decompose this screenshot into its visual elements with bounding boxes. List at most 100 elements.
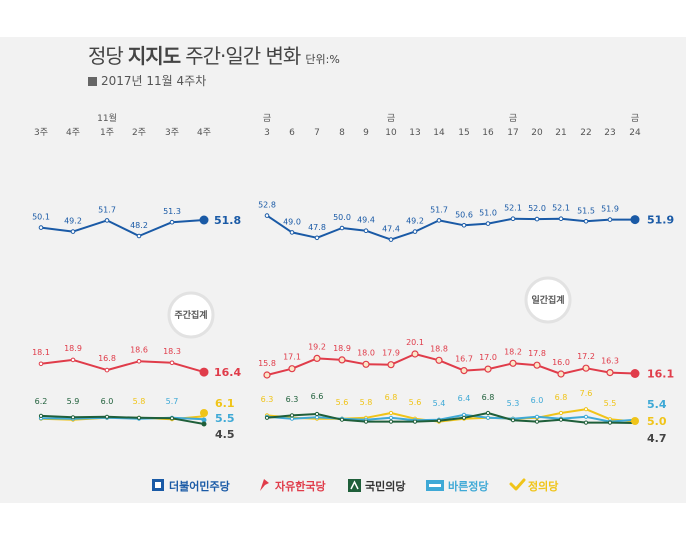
point-gukmin-daily xyxy=(289,413,295,418)
point-minjoo-daily xyxy=(412,229,418,234)
data-label-minjoo-daily: 49.2 xyxy=(406,217,424,226)
point-jayu-daily xyxy=(606,369,614,377)
weekly-badge-circle xyxy=(167,291,215,339)
final-label-bareun-weekly: 5.5 xyxy=(215,412,235,425)
point-jayu-weekly xyxy=(104,367,110,373)
data-label-minjoo-daily: 47.4 xyxy=(382,225,400,234)
data-label-small-daily: 5.6 xyxy=(409,398,422,407)
point-jayu-daily xyxy=(435,356,443,364)
point-minjoo-daily xyxy=(510,216,516,221)
data-label-jayu-daily: 16.7 xyxy=(455,355,473,364)
series-line-bareun-daily xyxy=(266,413,636,423)
data-label-minjoo-daily: 51.0 xyxy=(479,209,497,218)
point-jayu-daily xyxy=(557,370,565,378)
gukmin-logo-mark xyxy=(350,480,359,490)
final-label-gukmin-daily: 4.7 xyxy=(647,432,667,445)
data-label-small-daily: 6.0 xyxy=(531,396,544,405)
data-label-jayu-daily: 16.1 xyxy=(647,368,674,381)
point-minjoo-daily xyxy=(583,219,589,224)
end-point-jeongui-weekly xyxy=(200,409,208,417)
point-gukmin-daily xyxy=(314,411,320,417)
title-bold: 지지도 xyxy=(127,44,181,68)
point-jayu-weekly xyxy=(38,361,44,367)
point-gukmin-daily xyxy=(485,410,491,416)
series-line-minjoo-weekly xyxy=(40,219,205,237)
point-gukmin-daily xyxy=(412,419,418,424)
data-label-small-daily: 5.8 xyxy=(360,398,373,407)
end-point-bareun-weekly xyxy=(201,417,207,423)
data-label-jayu-daily: 17.9 xyxy=(382,349,400,358)
data-label-minjoo-weekly: 49.2 xyxy=(64,217,82,226)
point-minjoo-daily xyxy=(363,228,369,233)
data-label-small-daily: 6.4 xyxy=(458,394,471,403)
daily-tick-label-top: 금 xyxy=(631,113,639,124)
data-label-jayu-daily: 18.8 xyxy=(430,344,448,353)
data-label-small-daily: 7.6 xyxy=(580,389,593,398)
daily-tick-label: 23 xyxy=(604,128,615,138)
point-bareun-daily xyxy=(289,416,295,421)
data-label-small-daily: 5.3 xyxy=(507,399,520,408)
data-label-minjoo-daily: 49.0 xyxy=(283,217,301,226)
data-label-minjoo-weekly: 48.2 xyxy=(130,221,148,230)
daily-tick-label: 16 xyxy=(482,128,494,138)
data-label-jayu-daily: 17.1 xyxy=(283,353,301,362)
point-minjoo-weekly xyxy=(70,229,76,234)
data-label-minjoo-daily: 51.5 xyxy=(577,206,595,215)
data-label-minjoo-weekly: 51.7 xyxy=(98,205,116,214)
point-minjoo-daily xyxy=(534,216,540,222)
point-gukmin-daily xyxy=(534,419,540,424)
legend-label: 정의당 xyxy=(528,479,558,493)
legend-label: 바른정당 xyxy=(448,479,488,493)
data-label-minjoo-daily: 50.6 xyxy=(455,210,473,219)
data-label-minjoo-daily: 47.8 xyxy=(308,223,326,232)
point-jeongui-daily xyxy=(558,410,564,416)
page-title: 정당 지지도 주간·일간 변화 단위:% xyxy=(88,40,340,69)
end-point-jayu-daily xyxy=(630,369,640,378)
point-gukmin-daily xyxy=(583,420,589,425)
data-label-small-weekly: 5.9 xyxy=(67,397,80,406)
minjoo-logo-icon xyxy=(152,479,164,491)
end-point-jeongui-daily xyxy=(631,417,639,425)
data-label-jayu-daily: 19.2 xyxy=(308,342,326,351)
daily-tick-label: 9 xyxy=(363,128,369,138)
series-line-jayu-weekly xyxy=(40,358,205,374)
end-point-minjoo-daily xyxy=(630,215,640,225)
point-minjoo-daily xyxy=(436,218,442,223)
point-bareun-daily xyxy=(534,414,540,419)
data-label-small-weekly: 5.7 xyxy=(166,397,179,406)
data-label-jayu-daily: 17.2 xyxy=(577,352,595,361)
weekly-tick-label: 3주 xyxy=(165,127,179,138)
point-gukmin-daily xyxy=(339,417,345,422)
point-minjoo-daily xyxy=(289,230,295,235)
point-jayu-weekly xyxy=(136,359,142,364)
point-bareun-daily xyxy=(583,414,589,419)
data-label-minjoo-daily: 52.1 xyxy=(504,204,522,213)
point-jayu-daily xyxy=(263,371,271,379)
legend-label: 국민의당 xyxy=(365,479,405,493)
daily-tick-label-top: 금 xyxy=(387,113,395,124)
data-label-small-daily: 6.8 xyxy=(482,393,495,402)
unit-label: 단위:% xyxy=(305,53,340,66)
daily-tick-label: 20 xyxy=(531,128,543,138)
point-jayu-daily xyxy=(288,365,296,373)
daily-tick-label: 7 xyxy=(314,128,320,138)
subtitle-text: 2017년 11월 4주차 xyxy=(101,74,207,88)
end-point-jayu-weekly xyxy=(199,367,209,377)
data-label-jayu-daily: 20.1 xyxy=(406,338,424,347)
series-line-jayu-daily xyxy=(266,353,636,376)
daily-badge: 일간집계 xyxy=(531,294,564,306)
data-label-small-daily: 5.4 xyxy=(433,399,446,408)
data-label-jayu-daily: 17.8 xyxy=(528,349,546,358)
data-label-small-daily: 6.3 xyxy=(261,395,274,404)
final-label-jeongui-daily: 5.0 xyxy=(647,415,667,428)
data-label-jayu-daily: 18.0 xyxy=(357,348,375,357)
data-label-jayu-weekly: 18.3 xyxy=(163,347,181,356)
data-label-jayu-weekly: 18.6 xyxy=(130,345,148,354)
data-label-minjoo-daily: 52.0 xyxy=(528,204,546,213)
check-logo-shape xyxy=(509,478,526,491)
end-point-gukmin-weekly xyxy=(201,421,207,427)
point-gukmin-weekly xyxy=(70,415,76,420)
series-line-gukmin-weekly xyxy=(40,414,205,425)
final-label-gukmin-weekly: 4.5 xyxy=(215,428,235,441)
point-minjoo-daily xyxy=(314,235,320,241)
